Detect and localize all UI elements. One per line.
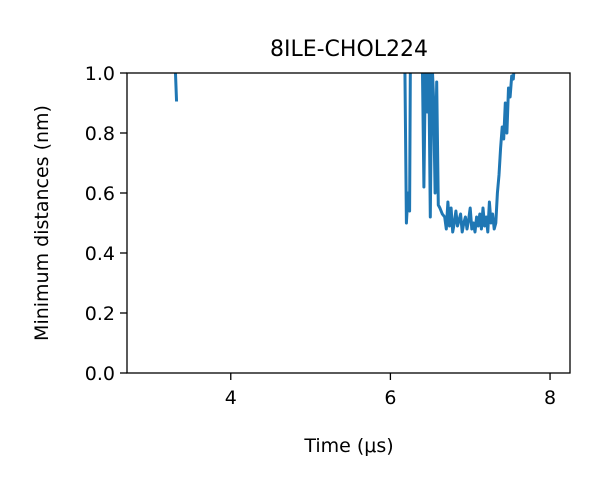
- plot-frame: [126, 72, 571, 374]
- data-layer: [173, 73, 516, 234]
- x-axis-label: Time (μs): [303, 435, 393, 457]
- y-tick-label: 0.8: [85, 123, 115, 145]
- x-tick-label: 6: [384, 387, 396, 409]
- y-tick-label: 0.4: [85, 243, 115, 265]
- y-tick-label: 0.2: [85, 303, 115, 325]
- y-tick-label: 1.0: [85, 63, 115, 85]
- y-axis-label: Minimum distances (nm): [31, 105, 53, 341]
- y-axis: 0.0 0.2 0.4 0.6 0.8 1.0: [85, 63, 127, 385]
- y-tick-label: 0.6: [85, 183, 115, 205]
- x-axis: 4 6 8: [225, 373, 556, 409]
- chart-title: 8ILE-CHOL224: [270, 37, 428, 62]
- series-line: [173, 73, 179, 102]
- x-tick-label: 4: [225, 387, 237, 409]
- x-tick-label: 8: [544, 387, 556, 409]
- series-line: [403, 73, 516, 234]
- y-tick-label: 0.0: [85, 363, 115, 385]
